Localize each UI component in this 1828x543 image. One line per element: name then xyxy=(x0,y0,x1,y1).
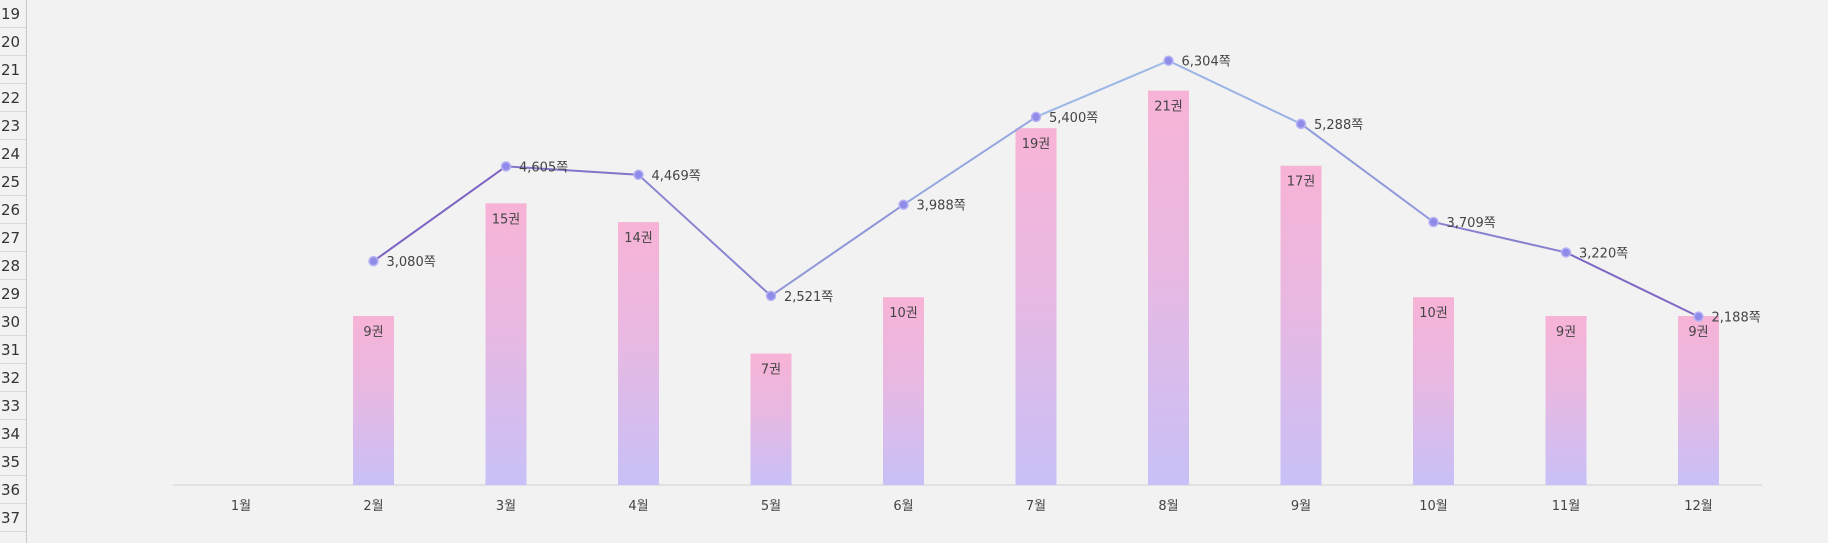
line-data-label: 6,304쪽 xyxy=(1182,55,1231,70)
row-number[interactable]: 29 xyxy=(0,280,26,308)
line-point xyxy=(1295,118,1307,130)
x-tick-label: 7월 xyxy=(1026,499,1046,514)
row-number[interactable]: 25 xyxy=(0,168,26,196)
line-point xyxy=(1560,247,1572,258)
bar xyxy=(485,203,527,486)
bar-data-label: 15권 xyxy=(492,212,521,227)
row-number[interactable]: 20 xyxy=(0,28,26,56)
line-point xyxy=(368,255,379,267)
line-point xyxy=(1428,216,1439,228)
row-number[interactable]: 37 xyxy=(0,504,26,532)
line-segment xyxy=(902,116,1037,206)
line-segment xyxy=(1565,251,1699,318)
line-data-label: 2,521쪽 xyxy=(784,290,833,305)
line-point xyxy=(898,199,909,210)
x-tick-label: 5월 xyxy=(761,499,781,514)
row-number[interactable]: 23 xyxy=(0,112,26,140)
line-data-label: 4,469쪽 xyxy=(652,169,701,184)
line-data-label: 3,080쪽 xyxy=(387,255,436,270)
bar-data-label: 10권 xyxy=(1419,306,1448,321)
line-point xyxy=(765,290,777,302)
bar xyxy=(1148,90,1189,486)
row-number[interactable]: 34 xyxy=(0,420,26,448)
bar xyxy=(1280,165,1322,486)
bar-data-label: 21권 xyxy=(1154,100,1183,115)
bar-data-label: 19권 xyxy=(1022,137,1051,152)
row-number[interactable]: 31 xyxy=(0,336,26,364)
bar xyxy=(1678,315,1719,485)
row-number[interactable]: 33 xyxy=(0,392,26,420)
bar xyxy=(353,315,394,485)
row-number[interactable]: 26 xyxy=(0,196,26,224)
bar-data-label: 9권 xyxy=(1688,325,1708,340)
bar xyxy=(618,222,659,485)
bar-data-label: 14권 xyxy=(624,231,653,246)
row-number[interactable]: 36 xyxy=(0,476,26,504)
line-segment xyxy=(770,203,905,297)
row-number[interactable]: 30 xyxy=(0,308,26,336)
line-data-label: 3,988쪽 xyxy=(917,199,966,214)
line-point xyxy=(1030,111,1042,123)
bar xyxy=(750,353,792,485)
line-data-label: 4,605쪽 xyxy=(519,160,568,175)
x-tick-label: 8월 xyxy=(1158,499,1178,514)
line-point xyxy=(633,169,644,181)
row-number[interactable]: 19 xyxy=(0,0,26,28)
row-number[interactable]: 27 xyxy=(0,224,26,252)
row-header: 19 20 21 22 23 24 25 26 27 28 29 30 31 32 33 34 35 36 37 xyxy=(0,0,27,543)
bar-data-label: 17권 xyxy=(1287,175,1316,190)
bar xyxy=(1545,315,1587,485)
row-number[interactable]: 22 xyxy=(0,84,26,112)
x-tick-label: 1월 xyxy=(231,499,251,514)
row-number[interactable]: 24 xyxy=(0,140,26,168)
x-tick-label: 3월 xyxy=(496,499,516,514)
bar-data-label: 9권 xyxy=(363,325,383,340)
x-tick-label: 2월 xyxy=(363,499,383,514)
x-tick-label: 12월 xyxy=(1684,499,1713,514)
bar-data-label: 10권 xyxy=(889,306,918,321)
line-segment xyxy=(637,174,772,297)
bar-data-label: 9권 xyxy=(1556,325,1576,340)
line-segment xyxy=(505,165,639,176)
line-point xyxy=(1693,311,1704,322)
x-tick-label: 4월 xyxy=(628,499,648,514)
bar xyxy=(1015,128,1057,485)
line-data-label: 3,709쪽 xyxy=(1447,216,1496,231)
line-data-label: 5,400쪽 xyxy=(1049,111,1098,126)
line-data-label: 3,220쪽 xyxy=(1579,246,1628,261)
line-segment xyxy=(1300,123,1435,223)
bar-data-label: 7권 xyxy=(761,363,781,378)
line-data-label: 5,288쪽 xyxy=(1314,118,1363,133)
row-number[interactable]: 32 xyxy=(0,364,26,392)
x-tick-label: 6월 xyxy=(893,499,913,514)
bar xyxy=(1413,297,1454,485)
row-number[interactable]: 28 xyxy=(0,252,26,280)
line-segment xyxy=(1433,221,1567,254)
line-point xyxy=(500,161,512,172)
line-segment xyxy=(1035,59,1169,118)
line-point xyxy=(1163,55,1174,66)
row-number[interactable]: 35 xyxy=(0,448,26,476)
line-segment xyxy=(372,165,507,262)
line-data-label: 2,188쪽 xyxy=(1712,311,1761,326)
bar xyxy=(883,297,924,485)
x-tick-label: 9월 xyxy=(1291,499,1311,514)
row-number[interactable]: 21 xyxy=(0,56,26,84)
line-segment xyxy=(1168,59,1302,125)
x-tick-label: 10월 xyxy=(1419,499,1448,514)
x-tick-label: 11월 xyxy=(1552,499,1581,514)
